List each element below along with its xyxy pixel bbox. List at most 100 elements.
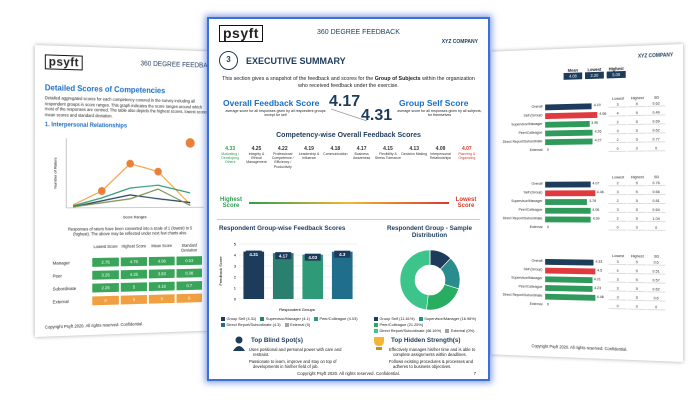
column-header: Highest xyxy=(630,95,644,101)
competency-score: 4.18 xyxy=(330,146,341,152)
y-tick-label: 2 xyxy=(234,274,237,279)
self-note: average score for all responses given by… xyxy=(397,109,482,117)
table-cell: 5 xyxy=(627,286,646,293)
score-divider xyxy=(330,108,368,122)
competency-name: Business Awareness xyxy=(353,152,371,161)
legend-label: Direct Report/Subordinate (46.16%) xyxy=(379,328,442,333)
bar xyxy=(545,216,591,223)
table-cell: 0.49 xyxy=(646,110,666,116)
table-cell: 0 xyxy=(646,225,666,231)
divider xyxy=(217,219,480,220)
legend-item: Supervisor/Manager (4.1) xyxy=(260,316,310,321)
bar xyxy=(545,129,593,137)
bar-value: 4.21 xyxy=(593,277,601,282)
column-header: SD xyxy=(653,174,660,180)
bar xyxy=(545,103,592,111)
legend-label: External (0%) xyxy=(450,328,475,333)
marker xyxy=(126,159,134,168)
table-cell: 3.83 xyxy=(148,269,175,279)
row-label: Self (Group) xyxy=(523,267,543,272)
table-cell: 0 xyxy=(608,146,627,152)
column-header: Mean Score xyxy=(151,243,173,249)
table-header: Lowest Highest SD xyxy=(609,94,667,101)
table-cell: 5 xyxy=(627,110,646,117)
caption: Responses of raters have been converted … xyxy=(68,225,193,238)
table-row: Manager 2.75 4.75 4.06 0.53 xyxy=(53,256,203,268)
value-label-box xyxy=(245,250,262,258)
legend-item: Direct Report/Subordinate (4.3) xyxy=(221,322,281,327)
summary-label: Highest xyxy=(608,66,624,72)
table-cell: 0.7 xyxy=(176,281,202,291)
group-chart-title: Respondent Group-wise Feedback Scores xyxy=(219,225,346,232)
donut-legend: Group Self (11.61%) Supervisor/Manager (1… xyxy=(374,316,486,333)
table-cell: 4.18 xyxy=(148,281,175,292)
bar-value: 4.5 xyxy=(597,268,603,273)
table-cell: 5 xyxy=(627,260,646,266)
icon-cup xyxy=(374,337,384,346)
table-cell: 3 xyxy=(608,129,627,135)
table-cell: 4 xyxy=(608,268,627,274)
competency: 4.09 Interpersonal Relationships xyxy=(427,143,453,169)
table-cell: 0 xyxy=(608,225,627,231)
hidden-strength-title: Top Hidden Strength(s) xyxy=(391,337,461,344)
competency-score: 4.13 xyxy=(409,146,420,152)
y-tick-label: 4 xyxy=(234,252,237,257)
legend-swatch xyxy=(221,316,225,321)
bar xyxy=(272,253,294,299)
table-cell: 0 xyxy=(608,304,627,310)
competency: 4.07 Planning & Organizing xyxy=(454,143,480,169)
row-label: Self (Group) xyxy=(523,113,543,118)
marker xyxy=(97,187,106,195)
row-label: External xyxy=(529,225,543,230)
logo: psyft xyxy=(44,54,83,71)
row-label: Peer/Colleague xyxy=(518,207,543,212)
summary-value: 2.20 xyxy=(585,71,604,80)
bar xyxy=(545,112,598,120)
competency-score: 4.07 xyxy=(461,146,472,152)
legend-swatch xyxy=(374,328,378,333)
table-header: Lowest Highest SD xyxy=(609,253,667,259)
overall-note: average score for all responses given by… xyxy=(225,109,326,117)
y-tick-label: 0 xyxy=(234,296,237,301)
y-tick-label: 1 xyxy=(234,285,237,290)
table-cell: 3 xyxy=(608,295,627,301)
row-label: Supervisor/Manager xyxy=(511,121,543,127)
table-cell: 4.06 xyxy=(148,256,175,266)
table-cell: 0.69 xyxy=(646,119,666,125)
overall-score: 4.17 xyxy=(329,93,361,110)
donut-slice xyxy=(399,249,431,311)
competency-name: Professional Competence / Efficiency / P… xyxy=(271,152,294,169)
table-cell: 2.75 xyxy=(92,257,119,267)
legend-item: Group Self (11.61%) xyxy=(374,316,415,321)
title: EXECUTIVE SUMMARY xyxy=(246,56,346,66)
row-label: Subordinate xyxy=(52,286,77,292)
competency: 4.15 Flexibility & Stress Tolerance xyxy=(375,143,401,169)
section-title: 1. Interpersonal Relationships xyxy=(44,122,128,130)
table-cell: 5 xyxy=(627,119,646,126)
competency: 4.13 Decision Making xyxy=(401,143,427,169)
row-label: Peer/Colleague xyxy=(518,130,543,135)
bar-value: 4.27 xyxy=(594,138,602,143)
marker xyxy=(154,167,162,176)
bullet-item: Follows existing procedures & processes … xyxy=(389,358,474,370)
blind-spot-icon xyxy=(233,336,245,351)
row-label: Self (Group) xyxy=(523,190,543,195)
blind-spot-list: Uses positional and personal power with … xyxy=(249,347,354,371)
table-cell: 4 xyxy=(608,111,627,117)
competency-score: 4.15 xyxy=(383,146,393,152)
legend-label: Direct Report/Subordinate (4.3) xyxy=(226,322,281,327)
table-cell: 0.62 xyxy=(646,287,666,293)
x-axis-label: Score Ranges xyxy=(123,214,147,219)
table-cell: 2 xyxy=(608,137,627,144)
bar xyxy=(545,258,594,266)
table-cell: 0.77 xyxy=(646,137,666,143)
center-page: psyft 360 DEGREE FEEDBACK XYZ COMPANY 3 … xyxy=(207,17,490,381)
table-cell: 5 xyxy=(627,101,646,108)
bar-value: 0 xyxy=(546,225,549,230)
table-cell: 0.62 xyxy=(646,128,666,134)
table-cell: 0.38 xyxy=(176,268,202,278)
table-cell: 0 xyxy=(627,146,646,152)
table-cell: 3 xyxy=(608,102,627,108)
legend-label: Group Self (11.61%) xyxy=(379,316,415,321)
column-header: Highest xyxy=(630,174,644,180)
